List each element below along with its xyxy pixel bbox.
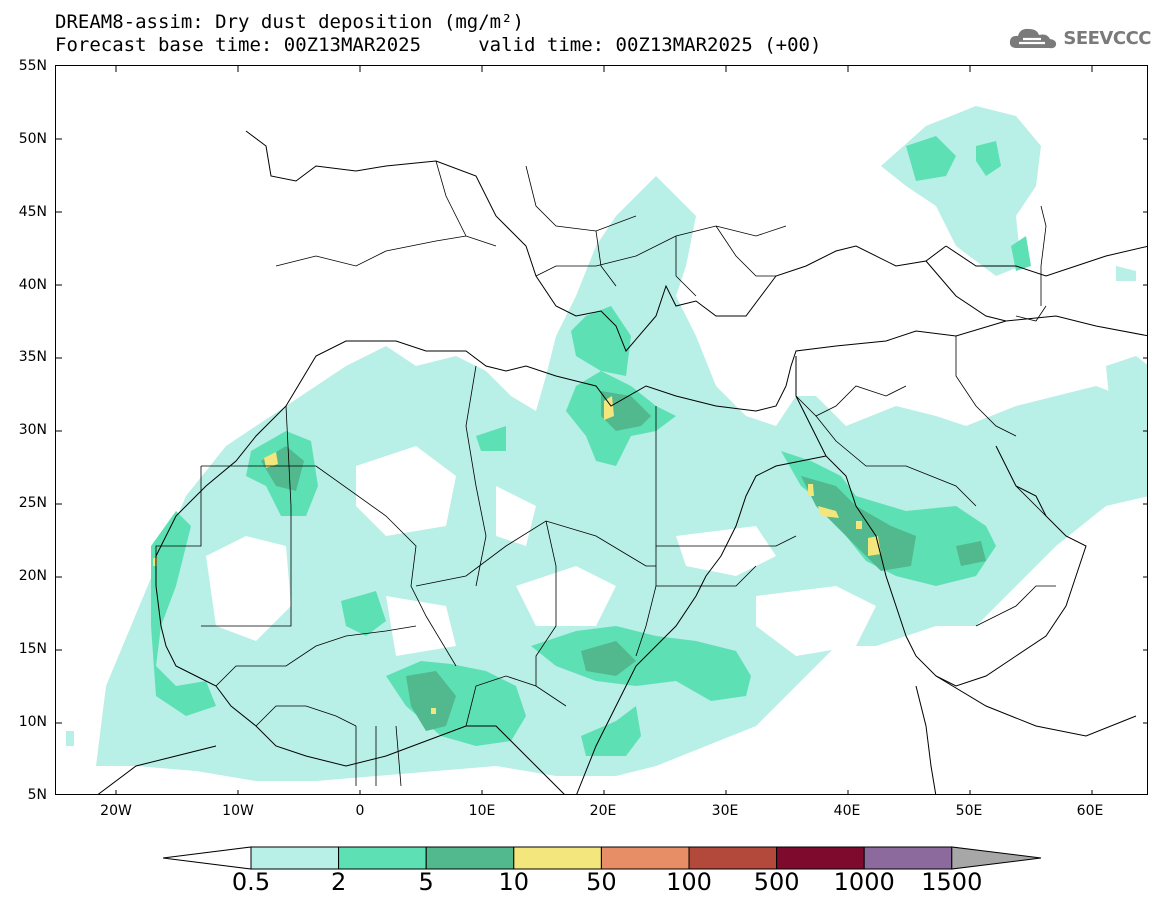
colorbar-tick-label: 500 — [753, 868, 800, 896]
colorbar-tick-label: 1000 — [833, 868, 895, 896]
lon-label: 40E — [833, 803, 861, 819]
lat-label: 40N — [18, 277, 47, 293]
colorbar-segment — [688, 846, 778, 870]
lon-label: 30E — [711, 803, 739, 819]
lon-label: 10W — [222, 803, 254, 819]
lon-label: 50E — [955, 803, 983, 819]
colorbar-tick-label: 1500 — [921, 868, 983, 896]
lat-label: 5N — [27, 787, 47, 803]
map-title: DREAM8-assim: Dry dust deposition (mg/m²… — [55, 11, 524, 33]
colorbar-tick-label: 50 — [586, 868, 617, 896]
lat-label: 35N — [18, 349, 47, 365]
map-area — [55, 65, 1148, 795]
lon-label: 60E — [1076, 803, 1104, 819]
colorbar-tick-label: 0.5 — [231, 868, 271, 896]
colorbar-tick-label: 100 — [666, 868, 712, 896]
lat-label: 50N — [18, 131, 47, 147]
lat-label: 45N — [18, 204, 47, 220]
axis-ticks — [56, 66, 1147, 794]
dust-high-spots — [153, 396, 881, 714]
lon-label: 20E — [589, 803, 617, 819]
lat-label: 10N — [18, 714, 47, 730]
colorbar-segment — [338, 846, 427, 870]
lat-label: 15N — [18, 641, 47, 657]
colorbar-segment — [863, 846, 953, 870]
lat-label: 30N — [18, 422, 47, 438]
seevccc-logo: SEEVCCC — [1007, 24, 1151, 52]
colorbar-segment — [425, 846, 515, 870]
colorbar-segment — [776, 846, 865, 870]
cloud-icon — [1010, 28, 1057, 49]
colorbar-tick-label: 2 — [330, 868, 347, 896]
colorbar — [163, 846, 1042, 870]
lon-label: 20W — [100, 803, 132, 819]
colorbar-tick-label: 5 — [418, 868, 434, 896]
logo-text: SEEVCCC — [1063, 27, 1151, 49]
colorbar-over-triangle — [951, 846, 1042, 870]
colorbar-under-triangle — [163, 846, 252, 870]
colorbar-segment — [513, 846, 602, 870]
inland-borders — [155, 160, 1056, 787]
colorbar-segment — [600, 846, 690, 870]
lat-label: 55N — [18, 58, 47, 74]
map-subtitle: Forecast base time: 00Z13MAR2025 valid t… — [55, 34, 822, 56]
colorbar-segment — [250, 846, 340, 870]
dust-free-areas — [206, 446, 876, 656]
dust-dark-areas — [261, 391, 986, 731]
lon-label: 10E — [468, 803, 496, 819]
lat-label: 20N — [18, 568, 47, 584]
lon-label: 0 — [355, 803, 365, 819]
colorbar-tick-label: 10 — [498, 868, 530, 896]
lat-label: 25N — [18, 495, 47, 511]
